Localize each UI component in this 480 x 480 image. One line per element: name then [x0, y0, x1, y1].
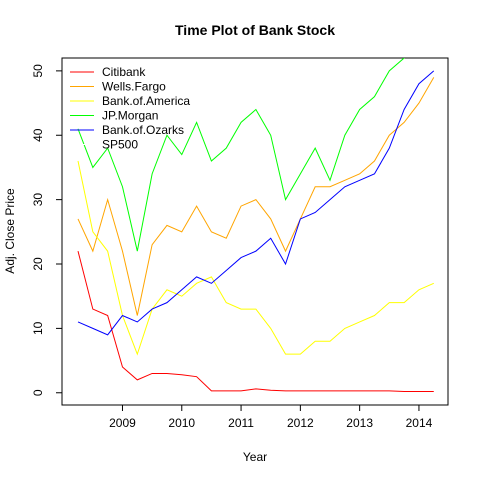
chart-title: Time Plot of Bank Stock	[175, 22, 335, 38]
series-line	[77, 160, 434, 356]
series-line	[77, 58, 405, 252]
plot-frame	[61, 57, 449, 406]
x-tick-label: 2013	[346, 416, 373, 430]
legend-label: Bank.of.America	[102, 94, 190, 108]
y-tick-label: 40	[31, 128, 45, 142]
y-tick-label: 0	[31, 389, 45, 396]
x-tick-label: 2014	[406, 416, 433, 430]
x-tick-label: 2009	[109, 416, 136, 430]
legend-label: JP.Morgan	[102, 109, 158, 123]
legend-label: Citibank	[102, 65, 146, 79]
y-tick-label: 10	[31, 321, 45, 335]
legend-label: SP500	[102, 138, 138, 152]
legend-label: Bank.of.Ozarks	[102, 123, 184, 137]
series-line	[77, 251, 434, 392]
x-tick-label: 2011	[228, 416, 254, 430]
plot-lines	[77, 58, 435, 392]
x-axis-label: Year	[243, 450, 267, 464]
y-tick-label: 30	[31, 193, 45, 207]
y-tick-label: 20	[31, 257, 45, 271]
legend-label: Wells.Fargo	[102, 80, 166, 94]
x-tick-label: 2010	[168, 416, 195, 430]
series-line	[77, 70, 435, 336]
y-tick-label: 50	[31, 64, 45, 78]
series-line	[77, 77, 435, 316]
x-tick-label: 2012	[287, 416, 314, 430]
y-axis-label: Adj. Close Price	[3, 188, 17, 274]
